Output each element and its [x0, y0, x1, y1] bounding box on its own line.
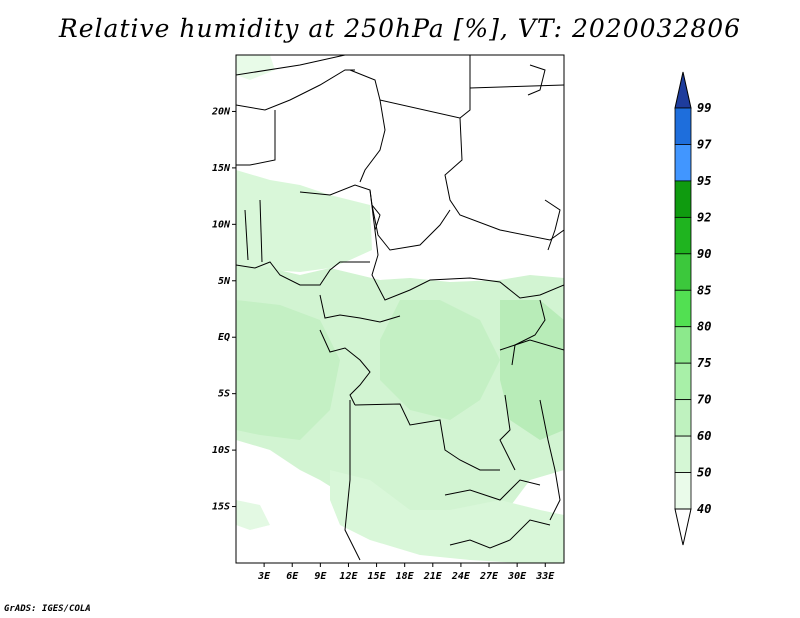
lat-label: 15N: [212, 163, 231, 174]
colorbar-segment: [674, 435, 692, 473]
boundary-line: [354, 403, 500, 471]
lon-label: 6E: [286, 571, 299, 582]
lon-label: 15E: [368, 571, 387, 582]
lon-label: 18E: [396, 571, 415, 582]
humidity-field: [236, 55, 564, 563]
map-title: Relative humidity at 250hPa [%], VT: 202…: [58, 14, 742, 43]
lon-label: 21E: [423, 571, 443, 582]
country-boundaries: [236, 55, 564, 561]
colorbar-segment: [674, 326, 692, 364]
lon-label: 30E: [507, 571, 527, 582]
humidity-region-south: [330, 470, 564, 563]
lon-label: 12E: [339, 571, 358, 582]
humidity-region-coast: [236, 300, 340, 440]
boundary-line: [469, 84, 564, 89]
colorbar-label: 92: [697, 210, 711, 224]
lon-label: 3E: [257, 571, 271, 582]
boundary-line: [319, 329, 371, 406]
boundary-line: [511, 299, 546, 366]
lon-label: 9E: [314, 571, 327, 582]
colorbar-bottom-arrow: [674, 508, 692, 546]
boundary-line: [236, 69, 355, 111]
colorbar-label: 85: [697, 283, 711, 297]
colorbar-label: 75: [697, 356, 711, 370]
boundary-line: [319, 294, 401, 323]
colorbar-label: 70: [697, 393, 711, 407]
boundary-line: [539, 399, 561, 521]
latitude-axis: 20N 15N 10N 5N EQ 5S 10S 15S: [211, 106, 236, 513]
colorbar-label: 90: [697, 247, 711, 261]
lat-label: 10N: [212, 219, 231, 230]
lat-label: EQ: [218, 332, 230, 343]
boundary-line: [236, 55, 346, 76]
lon-label: 24E: [451, 571, 471, 582]
boundary-line: [349, 69, 386, 183]
boundary-line: [499, 394, 516, 471]
lat-label: 5S: [218, 389, 230, 400]
humidity-region-basin: [380, 300, 500, 420]
colorbar-segment: [674, 107, 692, 145]
boundary-line: [344, 400, 361, 561]
boundary-line: [371, 204, 451, 251]
map-frame: [235, 54, 565, 564]
colorbar-label: 99: [697, 101, 711, 115]
colorbar-segment: [674, 472, 692, 510]
colorbar-label: 40: [697, 502, 711, 516]
colorbar-label: 80: [697, 320, 711, 334]
lon-label: 33E: [535, 571, 555, 582]
boundary-line: [379, 99, 564, 241]
colorbar-segment: [674, 399, 692, 437]
boundary-line: [259, 199, 263, 263]
boundary-line: [444, 479, 541, 501]
colorbar: 99 97 95 92 90 85 80 75 70 60 50 40: [674, 71, 712, 546]
lat-label: 15S: [212, 502, 230, 513]
colorbar-top-arrow: [674, 71, 692, 109]
lat-label: 10S: [212, 445, 230, 456]
humidity-patch-north: [236, 55, 275, 80]
boundary-line: [236, 261, 370, 286]
colorbar-label: 60: [697, 429, 711, 443]
colorbar-label: 97: [697, 137, 712, 151]
colorbar-segment: [674, 216, 692, 255]
boundary-line: [244, 209, 249, 261]
lat-label: 5N: [218, 276, 231, 287]
boundary-line: [527, 64, 546, 96]
boundary-line: [544, 199, 561, 251]
boundary-line: [499, 339, 564, 351]
boundary-line: [369, 189, 564, 301]
boundary-line: [236, 110, 276, 166]
lat-label: 20N: [211, 106, 231, 117]
humidity-patch-southwest: [236, 500, 270, 530]
boundary-line: [449, 519, 551, 549]
colorbar-label: 50: [697, 466, 711, 480]
humidity-region-east: [500, 300, 564, 440]
colorbar-segment: [674, 362, 692, 401]
credit-text: GrADS: IGES/COLA: [4, 604, 91, 614]
lon-label: 27E: [479, 571, 499, 582]
colorbar-segment: [674, 253, 692, 291]
longitude-axis: 3E 6E 9E 12E 15E 18E 21E 24E 27E 30E 33E: [257, 563, 555, 582]
boundary-line: [459, 55, 471, 119]
colorbar-segment: [674, 144, 692, 182]
humidity-region-sahel-west: [236, 170, 372, 272]
colorbar-label: 95: [697, 174, 711, 188]
colorbar-segment: [674, 289, 692, 328]
colorbar-segment: [674, 180, 692, 218]
